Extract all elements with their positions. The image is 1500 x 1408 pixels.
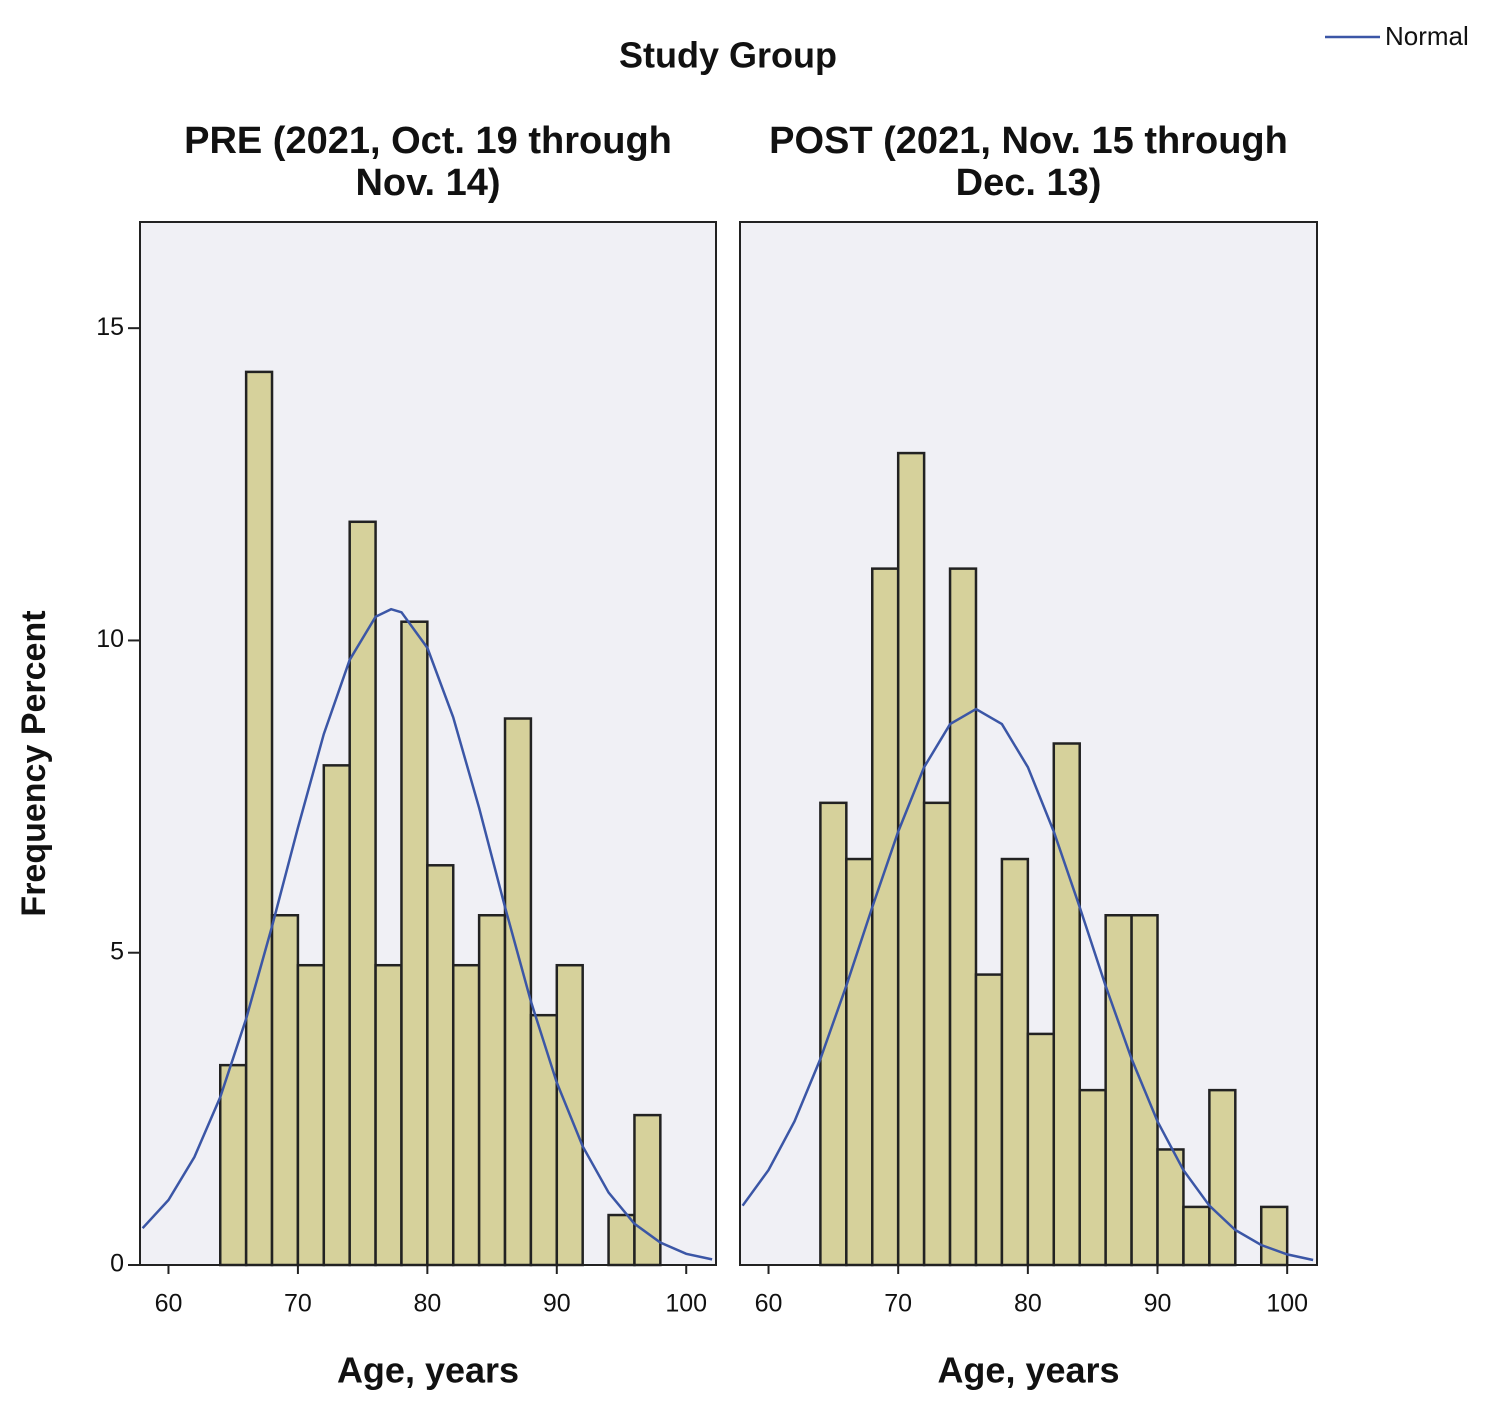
bar [529, 1013, 559, 1267]
x-tick-label: 100 [1266, 1290, 1308, 1318]
chart-title: Study Group [619, 35, 837, 76]
bar [270, 914, 300, 1267]
bar [400, 620, 429, 1267]
bar [322, 764, 351, 1267]
y-tick-label: 5 [110, 937, 124, 965]
x-axis-label: Age, years [937, 1350, 1119, 1391]
bar [896, 451, 926, 1267]
bar [1000, 857, 1030, 1267]
bar [922, 801, 952, 1267]
x-tick-label: 90 [1144, 1290, 1172, 1318]
bar [1156, 1148, 1185, 1267]
panel-title: PRE (2021, Oct. 19 through [184, 120, 672, 162]
x-tick-label: 80 [1014, 1290, 1042, 1318]
y-axis-label: Frequency Percent [15, 610, 53, 916]
bar [1208, 1088, 1237, 1267]
bar [477, 914, 507, 1267]
bar [348, 520, 377, 1267]
bar [1052, 742, 1081, 1267]
bar [1026, 1032, 1056, 1267]
bar [974, 973, 1004, 1267]
y-tick-label: 15 [96, 313, 124, 341]
x-tick-label: 70 [884, 1290, 912, 1318]
bar [871, 567, 900, 1267]
x-tick-label: 90 [543, 1290, 571, 1318]
y-tick-label: 0 [110, 1250, 124, 1278]
bar [607, 1213, 636, 1267]
bar [819, 801, 848, 1267]
bar [1078, 1088, 1107, 1267]
bar [296, 963, 326, 1267]
bar [1182, 1205, 1211, 1267]
x-tick-label: 70 [284, 1290, 312, 1318]
x-tick-label: 60 [755, 1290, 783, 1318]
bar [374, 963, 403, 1267]
bar [219, 1063, 248, 1267]
panel-title: Dec. 13) [956, 162, 1102, 204]
normal-curve [741, 707, 1314, 1262]
x-tick-label: 60 [155, 1290, 183, 1318]
bar [1104, 914, 1133, 1267]
x-axis-label: Age, years [337, 1350, 519, 1391]
bar [451, 963, 481, 1267]
y-tick-label: 10 [96, 625, 124, 653]
panel-title: POST (2021, Nov. 15 through [769, 120, 1288, 162]
normal-curve [141, 607, 713, 1261]
panel-title: Nov. 14) [355, 162, 500, 204]
bar [948, 567, 978, 1267]
bar [426, 864, 455, 1267]
bar [633, 1113, 662, 1267]
x-tick-label: 100 [665, 1290, 707, 1318]
bar [1259, 1205, 1289, 1267]
x-tick-label: 80 [413, 1290, 441, 1318]
bar [244, 370, 274, 1267]
legend-label: Normal [1385, 21, 1469, 51]
